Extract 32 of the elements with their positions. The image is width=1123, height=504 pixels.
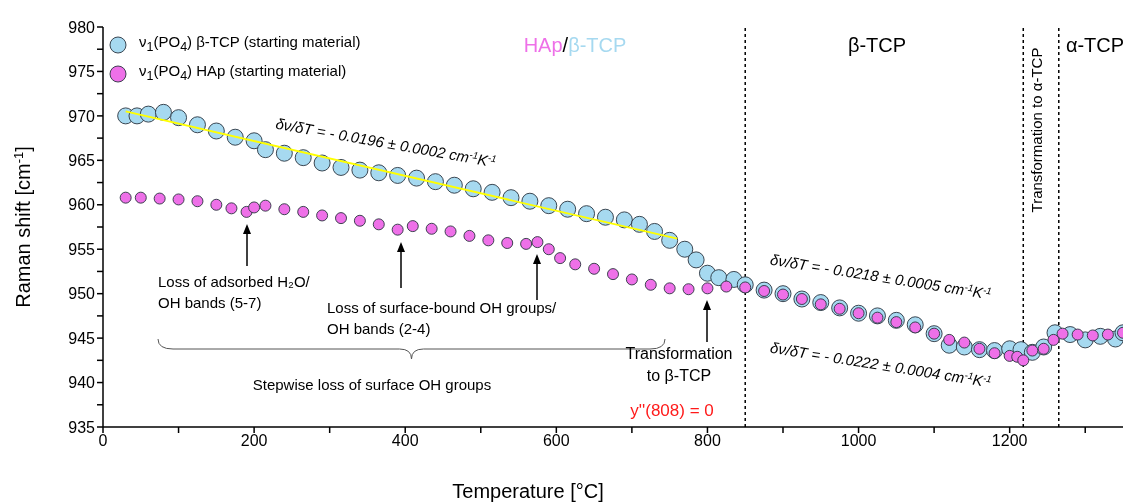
y-tick-label: 980: [68, 18, 96, 36]
annotation: Loss of adsorbed H₂O/ OH bands (5-7): [158, 273, 311, 311]
x-axis-title: Temperature [°C]: [452, 480, 604, 502]
x-tick-label: 400: [391, 432, 419, 450]
x-tick-label: 600: [542, 432, 570, 450]
y-tick-label: 970: [68, 107, 96, 125]
y-tick-label: 965: [68, 152, 96, 170]
x-tick-label: 200: [240, 432, 268, 450]
annotation: Loss of surface-bound OH groups/ OH bands (2-4): [327, 299, 558, 337]
y-tick-label: 940: [68, 374, 96, 392]
annotation: δν/δT = - 0.0222 ± 0.0004 cm$^{-1}$K$^{-1}$: [769, 338, 993, 390]
annotation: δν/δT = - 0.0218 ± 0.0005 cm$^{-1}$K$^{-1}$: [769, 250, 993, 302]
legend-label: ν$_{1}$(PO$_{4}$) HAp (starting material): [139, 61, 347, 85]
annotation: δν/δT = - 0.0196 ± 0.0002 cm$^{-1}$K$^{-1}$: [274, 114, 498, 170]
x-tick-label: 800: [694, 432, 721, 450]
x-tick-label: 0: [98, 432, 108, 450]
annotation: β-TCP: [847, 34, 907, 56]
y-tick-label: 945: [68, 329, 96, 347]
y-tick-label: 955: [68, 240, 96, 258]
annotation: Transformation to α-TCP: [1028, 47, 1045, 213]
annotation: y''(808) = 0: [630, 401, 714, 420]
annotation: Transformation to β-TCP: [625, 345, 733, 385]
x-tick-label: 1000: [840, 432, 877, 450]
y-tick-label: 950: [68, 285, 96, 303]
y-tick-label: 960: [68, 196, 96, 214]
annotation: HAp/β-TCP: [523, 34, 627, 56]
x-tick-label: 1200: [991, 432, 1028, 450]
y-tick-label: 935: [68, 418, 96, 436]
legend-label: ν$_{1}$(PO$_{4}$) β-TCP (starting material): [139, 32, 361, 56]
annotation: Stepwise loss of surface OH groups: [252, 376, 492, 393]
y-tick-label: 975: [68, 63, 96, 81]
annotation: α-TCP: [1065, 34, 1123, 56]
